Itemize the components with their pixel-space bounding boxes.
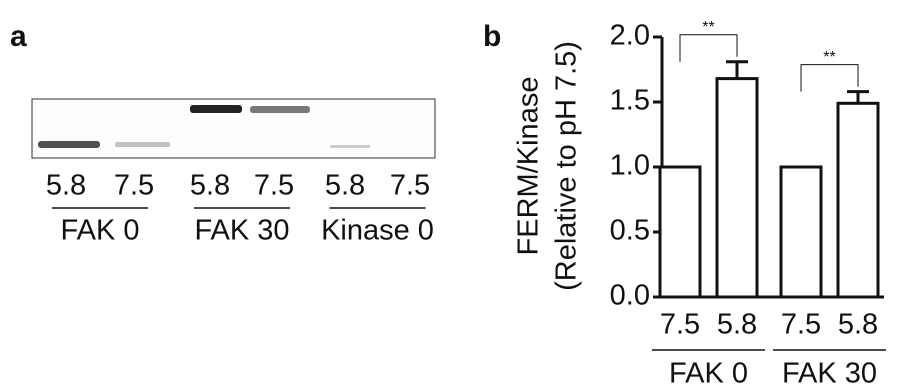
bar	[717, 79, 757, 297]
gel-band	[330, 145, 370, 148]
group-label: FAK 30	[194, 215, 289, 247]
bar	[660, 167, 700, 297]
x-tick-label: 5.8	[717, 309, 757, 341]
significance-bracket	[680, 35, 737, 62]
lane-label: 7.5	[390, 170, 430, 202]
lane-label: 5.8	[325, 170, 365, 202]
y-tick-label: 0.0	[610, 280, 650, 312]
error-bar	[726, 62, 748, 79]
y-tick-label: 1.0	[610, 150, 650, 182]
y-axis-title: (Relative to pH 7.5)	[551, 41, 583, 291]
x-tick-label: 5.8	[838, 309, 878, 341]
lane-label: 7.5	[114, 170, 154, 202]
panel-label: a	[10, 20, 27, 53]
group-label: Kinase 0	[321, 215, 434, 247]
error-bar	[847, 92, 869, 104]
significance-label: **	[823, 49, 835, 66]
gel-band	[250, 106, 310, 113]
lane-label: 7.5	[254, 170, 294, 202]
gel-band	[115, 142, 170, 147]
x-tick-label: 7.5	[660, 309, 700, 341]
x-tick-label: 7.5	[781, 309, 821, 341]
y-tick-label: 0.5	[610, 215, 650, 247]
group-label: FAK 0	[61, 215, 140, 247]
lane-label: 5.8	[46, 170, 86, 202]
bar	[838, 103, 878, 297]
gel-band	[190, 105, 242, 113]
bar	[781, 167, 821, 297]
figure: a b 5.8 7.5 5.8 7.5 5.8 7.5 FAK 0 FAK 30 Kinase …	[0, 0, 899, 390]
panel-label: b	[483, 20, 501, 53]
significance-label: **	[702, 19, 714, 36]
y-axis-title: FERM/Kinase	[513, 77, 545, 256]
gel-band	[38, 141, 100, 148]
group-label: FAK 30	[782, 358, 877, 390]
group-label: FAK 0	[669, 358, 748, 390]
y-tick-label: 1.5	[610, 85, 650, 117]
lane-label: 5.8	[190, 170, 230, 202]
y-tick-label: 2.0	[610, 20, 650, 52]
significance-bracket	[801, 65, 858, 92]
page: a b 5.8 7.5 5.8 7.5 5.8 7.5 FAK 0 FAK 30 Kinase …	[0, 0, 899, 390]
